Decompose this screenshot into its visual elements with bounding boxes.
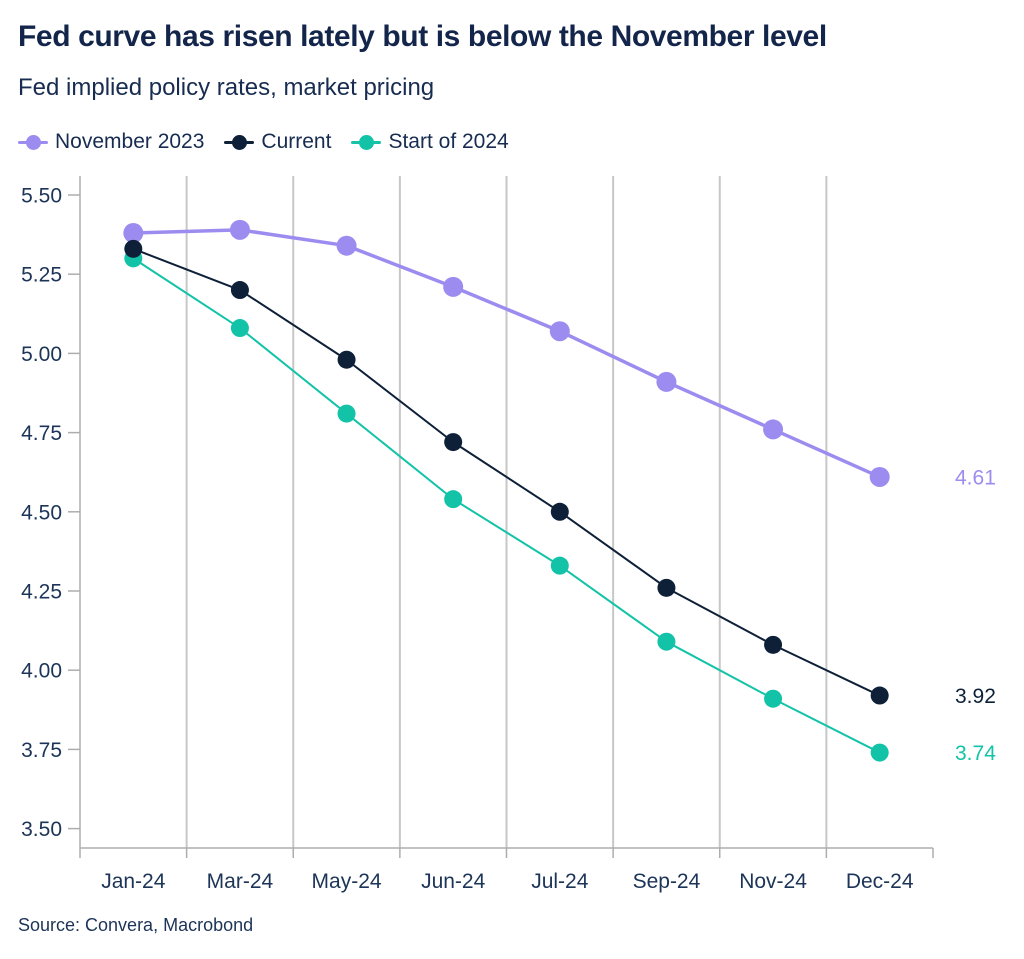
x-tick-label: Nov-24 bbox=[739, 870, 807, 893]
data-point-current bbox=[550, 502, 569, 521]
data-point-current bbox=[657, 578, 676, 597]
data-point-november-2023 bbox=[229, 219, 250, 240]
legend-marker-icon bbox=[18, 134, 48, 150]
data-point-start-of-2024 bbox=[230, 319, 249, 338]
data-point-current bbox=[444, 433, 463, 452]
data-point-current bbox=[124, 239, 143, 258]
legend-label: November 2023 bbox=[55, 130, 205, 153]
data-point-november-2023 bbox=[549, 321, 570, 342]
y-tick-label: 4.00 bbox=[21, 660, 62, 683]
legend-item-november-2023: November 2023 bbox=[18, 130, 204, 154]
legend-marker-icon bbox=[224, 134, 255, 150]
y-tick-label: 3.75 bbox=[21, 739, 62, 762]
series-end-label-current: 3.92 bbox=[955, 685, 996, 708]
x-tick-label: Jul-24 bbox=[531, 870, 589, 893]
legend-label: Start of 2024 bbox=[388, 130, 509, 153]
data-point-november-2023 bbox=[443, 276, 464, 297]
data-point-november-2023 bbox=[656, 371, 677, 392]
x-tick-label: Jan-24 bbox=[101, 870, 166, 893]
data-point-start-of-2024 bbox=[550, 556, 569, 575]
x-tick-label: May-24 bbox=[312, 870, 382, 893]
data-point-start-of-2024 bbox=[444, 490, 463, 509]
page-subtitle: Fed implied policy rates, market pricing bbox=[18, 74, 435, 101]
x-tick-label: Mar-24 bbox=[207, 870, 274, 893]
legend-label: Current bbox=[261, 130, 332, 153]
data-point-current bbox=[764, 635, 783, 654]
legend-item-current: Current bbox=[224, 130, 331, 154]
data-point-current bbox=[870, 686, 889, 705]
legend-item-start-of-2024: Start of 2024 bbox=[351, 130, 509, 154]
data-point-start-of-2024 bbox=[337, 404, 356, 423]
legend-marker-icon bbox=[351, 134, 382, 150]
page-title: Fed curve has risen lately but is below … bbox=[18, 20, 827, 53]
y-tick-label: 5.25 bbox=[21, 264, 62, 287]
x-tick-label: Jun-24 bbox=[421, 870, 486, 893]
data-point-start-of-2024 bbox=[870, 743, 889, 762]
data-point-start-of-2024 bbox=[657, 632, 676, 651]
x-tick-label: Sep-24 bbox=[633, 870, 701, 893]
data-point-november-2023 bbox=[123, 223, 144, 244]
y-tick-label: 5.50 bbox=[21, 185, 62, 208]
x-tick-label: Dec-24 bbox=[846, 870, 914, 893]
chart-legend: November 2023 Current Start of 2024 bbox=[18, 130, 509, 154]
series-line-november-2023 bbox=[131, 228, 882, 479]
series-line-start-of-2024 bbox=[132, 257, 881, 754]
data-point-current bbox=[230, 281, 249, 300]
series-end-label-start-of-2024: 3.74 bbox=[955, 742, 996, 765]
data-point-november-2023 bbox=[763, 419, 784, 440]
y-tick-label: 4.50 bbox=[21, 501, 62, 524]
data-point-start-of-2024 bbox=[764, 689, 783, 708]
y-tick-label: 4.25 bbox=[21, 581, 62, 604]
series-line-current bbox=[132, 247, 881, 697]
y-tick-label: 5.00 bbox=[21, 343, 62, 366]
data-point-november-2023 bbox=[869, 466, 890, 487]
y-tick-label: 3.50 bbox=[21, 818, 62, 841]
source-note: Source: Convera, Macrobond bbox=[18, 915, 254, 935]
data-point-november-2023 bbox=[336, 235, 357, 256]
series-end-label-november-2023: 4.61 bbox=[955, 466, 996, 489]
y-tick-label: 4.75 bbox=[21, 422, 62, 445]
data-point-current bbox=[337, 350, 356, 369]
